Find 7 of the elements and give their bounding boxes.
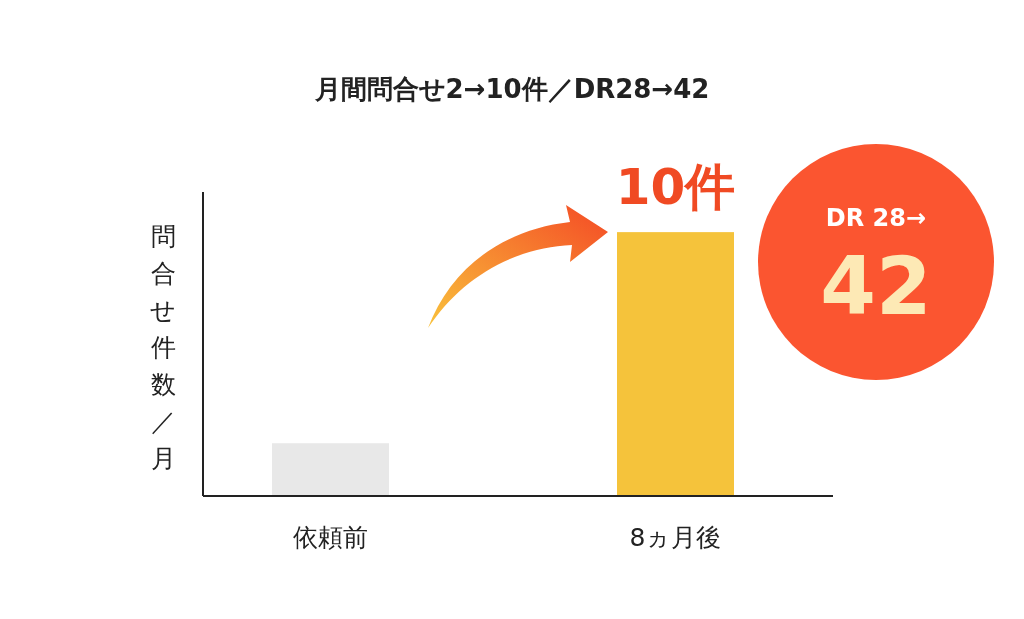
chart-title: 月間問合せ2→10件／DR28→42: [313, 74, 710, 104]
data-label: 10件: [615, 158, 736, 217]
text: DR 28→: [825, 204, 927, 232]
x-tick-label: 依頼前: [293, 523, 368, 552]
annotation: 42: [820, 240, 932, 333]
x-tick-label: 8ヵ月後: [629, 523, 722, 552]
y-axis-title: 問合せ件数／月: [150, 222, 176, 473]
